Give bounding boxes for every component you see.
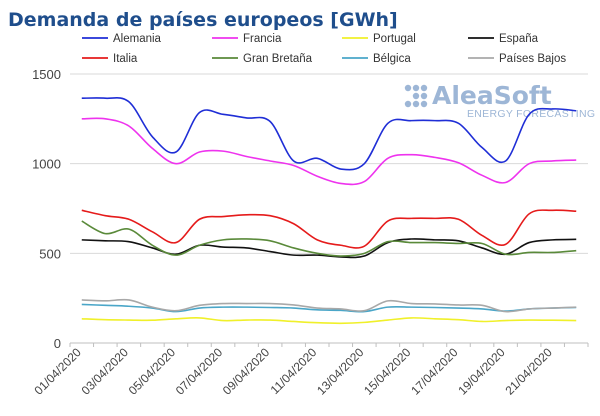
legend-label: Países Bajos xyxy=(499,53,566,65)
legend-label: Alemania xyxy=(113,33,162,45)
y-tick-label: 500 xyxy=(39,246,61,261)
legend-label: Bélgica xyxy=(373,53,411,65)
y-tick-label: 0 xyxy=(54,336,61,351)
x-tick-label: 21/04/2020 xyxy=(502,345,555,398)
chart-title: Demanda de países europeos [GWh] xyxy=(8,9,398,31)
x-tick-label: 13/04/2020 xyxy=(314,345,367,398)
legend-label: Italia xyxy=(113,53,138,65)
x-tick-label: 11/04/2020 xyxy=(268,345,320,397)
x-tick-label: 07/04/2020 xyxy=(173,345,226,398)
axes: 01/04/202003/04/202005/04/202007/04/2020… xyxy=(32,342,589,398)
x-tick-label: 17/04/2020 xyxy=(408,345,461,398)
series-line-italia xyxy=(81,209,577,249)
y-tick-label: 1500 xyxy=(32,67,61,82)
legend-label: Gran Bretaña xyxy=(243,53,313,65)
legend: Alemania Francia Portugal España Italia Gran … xyxy=(82,33,566,65)
series-line-gran-bretaña xyxy=(81,220,577,257)
x-tick-label: 03/04/2020 xyxy=(79,345,132,398)
aleasoft-logo-icon xyxy=(404,84,428,108)
series-line-países-bajos xyxy=(81,298,577,313)
y-tick-label: 1000 xyxy=(32,157,61,172)
x-tick-label: 01/04/2020 xyxy=(32,345,85,398)
series-line-alemania xyxy=(81,97,577,171)
watermark-tagline: ENERGY FORECASTING xyxy=(467,108,595,120)
watermark: AleaSoft ENERGY FORECASTING xyxy=(404,81,595,120)
series-group xyxy=(81,97,577,325)
series-line-francia xyxy=(81,117,577,186)
watermark-brand: AleaSoft xyxy=(432,81,552,110)
legend-label: España xyxy=(499,33,539,45)
legend-label: Francia xyxy=(243,33,282,45)
x-tick-label: 15/04/2020 xyxy=(361,345,414,398)
series-line-portugal xyxy=(81,317,577,325)
x-tick-label: 05/04/2020 xyxy=(126,345,179,398)
legend-label: Portugal xyxy=(373,33,416,45)
x-tick-label: 09/04/2020 xyxy=(220,345,273,398)
x-tick-label: 19/04/2020 xyxy=(455,345,508,398)
